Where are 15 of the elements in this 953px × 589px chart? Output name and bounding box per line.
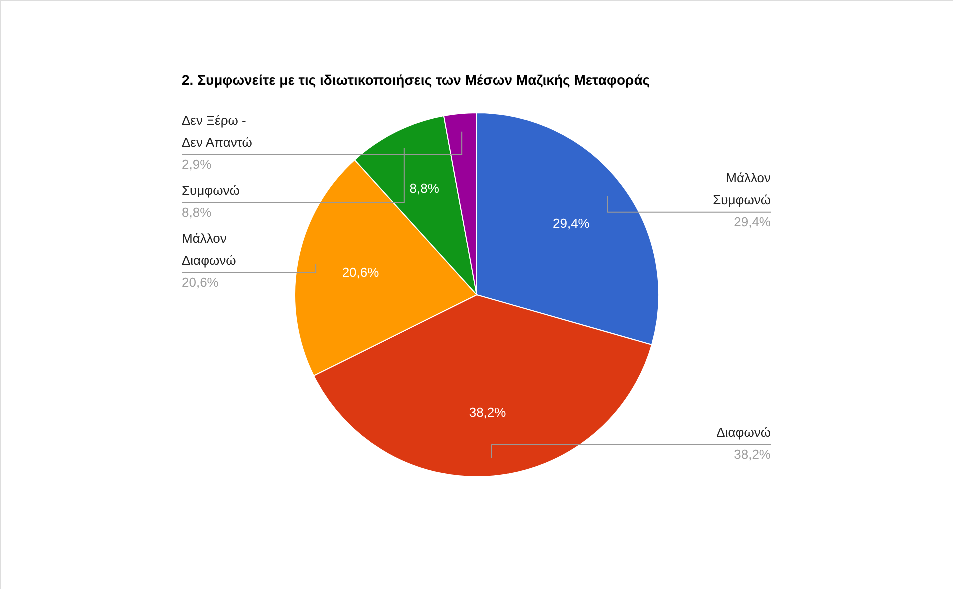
- text: 8,8%: [410, 180, 440, 196]
- slice-label: Συμφωνώ: [182, 183, 240, 198]
- data-label: 2,9%: [182, 157, 212, 172]
- text: 38,2%: [469, 404, 506, 420]
- chart-title: 2. Συμφωνείτε με τις ιδιωτικοποιήσεις των Μέσων Μαζικής Μεταφοράς: [182, 72, 650, 88]
- data-label: 8,8%: [182, 205, 212, 220]
- data-label: 38,2%: [734, 446, 772, 462]
- slice-label: Διαφωνώ: [716, 424, 771, 440]
- text: 29,4%: [553, 216, 590, 231]
- data-label: 20,6%: [182, 275, 220, 290]
- slice-label: Μάλλον Συμφωνώ: [713, 170, 771, 208]
- text: 20,6%: [342, 264, 380, 280]
- slice-label: Δεν Ξέρω - Δεν Απαντώ: [182, 113, 252, 150]
- data-label: 29,4%: [734, 214, 772, 230]
- slice-label: Μάλλον Διαφωνώ: [182, 231, 236, 268]
